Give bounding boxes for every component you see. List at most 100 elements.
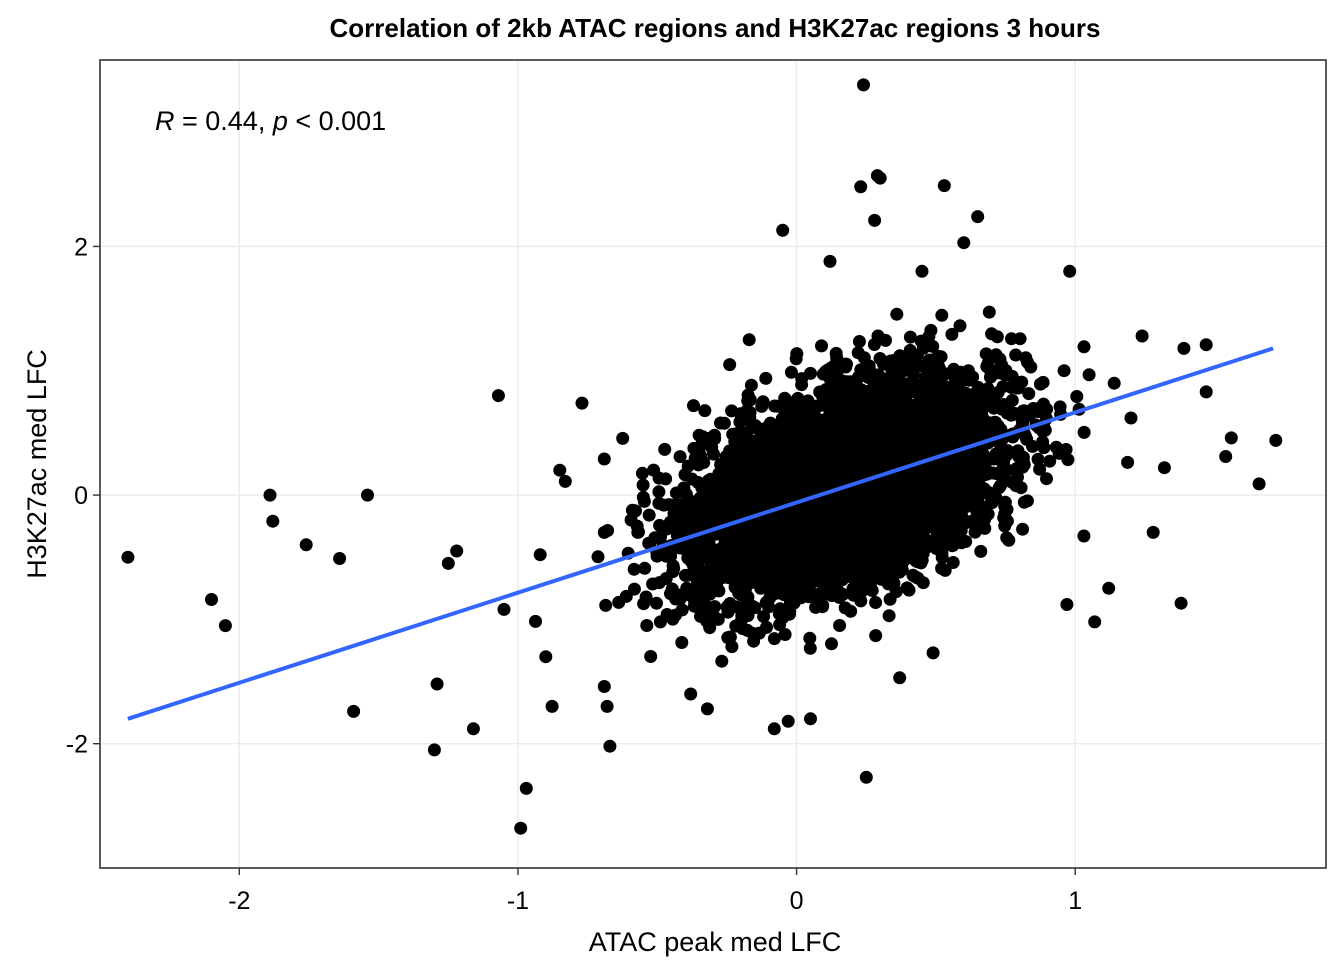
data-point	[791, 482, 804, 496]
data-point	[1012, 378, 1026, 392]
data-point	[977, 482, 991, 496]
data-point	[1033, 462, 1047, 476]
data-point	[624, 513, 638, 527]
data-point	[831, 584, 845, 597]
data-point	[1031, 402, 1045, 415]
data-point	[1009, 348, 1023, 362]
data-point	[813, 385, 827, 399]
data-point	[803, 631, 817, 645]
data-point	[902, 354, 916, 367]
data-point	[968, 525, 982, 539]
data-point	[677, 481, 691, 495]
data-point	[800, 400, 814, 414]
data-point	[591, 550, 605, 564]
data-point	[887, 576, 901, 590]
data-point	[660, 608, 674, 621]
data-point	[924, 323, 938, 337]
data-point	[772, 607, 786, 621]
data-point	[783, 605, 797, 619]
data-point	[767, 632, 781, 646]
data-point	[1020, 494, 1034, 508]
data-point	[791, 391, 805, 405]
data-point	[869, 596, 883, 609]
data-point	[847, 588, 860, 602]
data-point	[705, 440, 719, 454]
data-point	[690, 453, 704, 467]
data-point	[833, 619, 847, 632]
data-point	[1077, 340, 1091, 354]
data-point	[753, 468, 767, 482]
data-point	[863, 388, 877, 401]
data-point	[725, 404, 739, 418]
data-point	[944, 527, 958, 541]
data-point	[1077, 529, 1091, 543]
data-point	[642, 508, 656, 522]
data-point	[755, 571, 769, 585]
data-point	[652, 576, 666, 590]
data-point	[695, 481, 709, 495]
data-point	[1011, 444, 1025, 458]
data-point	[996, 460, 1010, 474]
data-point	[938, 380, 952, 394]
data-point	[895, 563, 909, 577]
data-point	[803, 641, 817, 655]
data-point	[810, 399, 824, 413]
data-point	[953, 319, 967, 333]
data-point	[813, 413, 827, 427]
data-point	[545, 699, 559, 713]
data-point	[1016, 460, 1030, 474]
data-point	[1031, 452, 1045, 466]
data-point	[927, 361, 941, 375]
data-point	[825, 637, 838, 651]
data-point	[660, 522, 674, 536]
data-point	[667, 562, 681, 575]
data-point	[935, 308, 949, 322]
data-point	[756, 395, 770, 409]
data-point	[717, 506, 730, 520]
data-point	[1077, 425, 1091, 439]
data-point	[827, 535, 841, 549]
data-point	[741, 394, 755, 408]
data-point	[982, 305, 996, 319]
data-point	[884, 402, 898, 416]
data-point	[1013, 332, 1027, 346]
data-point	[746, 444, 760, 458]
data-point	[743, 405, 757, 419]
data-point	[784, 365, 798, 379]
data-point	[1022, 387, 1036, 401]
data-point	[715, 654, 729, 668]
data-point	[691, 543, 704, 557]
data-point	[637, 494, 651, 508]
data-point	[529, 614, 542, 628]
data-point	[1082, 368, 1096, 382]
data-point	[926, 339, 940, 353]
data-point	[900, 581, 914, 595]
data-point	[690, 495, 704, 509]
data-point	[945, 327, 959, 341]
data-point	[748, 601, 762, 615]
data-point	[909, 506, 923, 520]
data-point	[773, 618, 787, 632]
data-point	[760, 620, 773, 634]
data-point	[638, 561, 652, 575]
data-point	[763, 416, 777, 430]
data-point	[721, 631, 735, 645]
data-point	[1121, 455, 1135, 469]
data-point	[935, 546, 949, 560]
data-point	[702, 537, 716, 551]
data-point	[871, 329, 885, 343]
data-point	[1040, 472, 1053, 486]
data-point	[782, 590, 796, 603]
data-point	[966, 370, 980, 384]
data-point	[947, 517, 961, 531]
data-point	[636, 478, 650, 492]
data-point	[1011, 470, 1024, 484]
data-point	[692, 428, 706, 442]
data-point	[1020, 432, 1034, 446]
data-point	[931, 492, 945, 506]
data-point	[990, 448, 1004, 462]
data-point	[627, 582, 641, 596]
data-point	[795, 378, 809, 392]
data-point	[664, 549, 678, 563]
data-point	[886, 375, 900, 389]
